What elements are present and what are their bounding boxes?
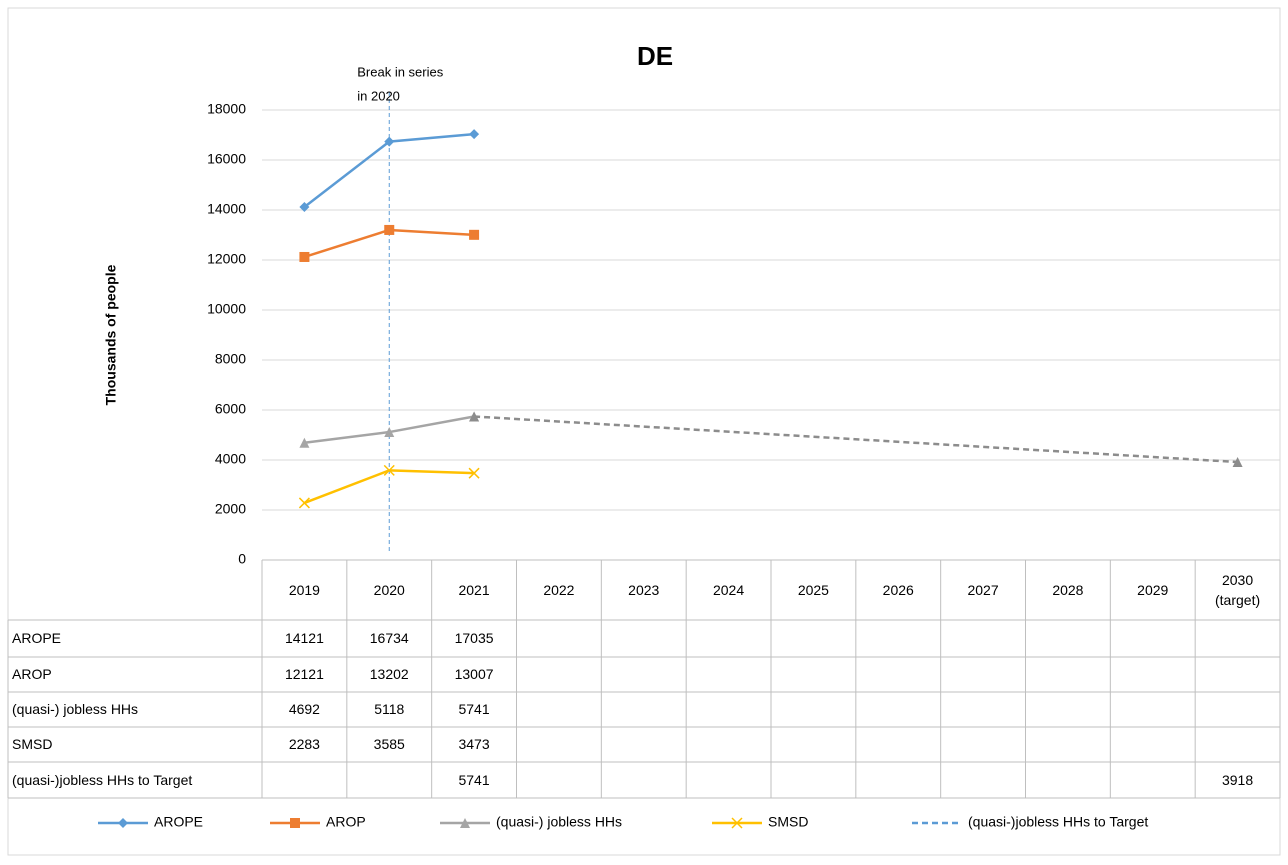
table-row-label: (quasi-) jobless HHs xyxy=(12,701,139,718)
y-tick-label: 8000 xyxy=(215,351,246,367)
table-row-label: AROP xyxy=(12,666,52,683)
x-tick-label: 2020 xyxy=(373,581,405,598)
legend-marker xyxy=(290,818,300,828)
table-value: 2283 xyxy=(288,736,320,753)
x-tick-label: 2021 xyxy=(458,581,490,598)
x-tick-label: 2028 xyxy=(1052,581,1084,598)
point xyxy=(299,437,310,448)
table-value: 17035 xyxy=(454,630,494,647)
table-value: 3473 xyxy=(458,736,490,753)
x-tick-label: 2022 xyxy=(543,581,575,598)
x-tick-label: 2019 xyxy=(288,581,320,598)
point xyxy=(1232,457,1243,468)
legend-label: AROPE xyxy=(154,814,203,830)
table-row-label: AROPE xyxy=(12,630,62,647)
y-tick-label: 4000 xyxy=(215,451,246,467)
chart-title: DE xyxy=(637,41,673,71)
x-tick-label: 2024 xyxy=(712,581,745,598)
table-value: 13007 xyxy=(454,666,494,683)
point xyxy=(384,136,395,147)
table-value: 12121 xyxy=(284,666,324,683)
point xyxy=(384,224,395,235)
point xyxy=(469,411,480,422)
x-tick-label: 2029 xyxy=(1137,581,1169,598)
x-tick-label: 2025 xyxy=(797,581,829,598)
point xyxy=(468,467,480,479)
table-value: 16734 xyxy=(369,630,409,647)
legend-marker xyxy=(118,818,128,828)
chart-border xyxy=(7,7,1281,856)
x-tick-label: 2030 (target) xyxy=(1215,571,1261,608)
point xyxy=(298,497,310,509)
point xyxy=(299,251,310,262)
y-tick-label: 18000 xyxy=(207,101,246,117)
annotation: Break in series xyxy=(357,64,443,79)
legend-marker xyxy=(460,818,470,828)
x-tick-label: 2023 xyxy=(628,581,660,598)
legend-label: (quasi-) jobless HHs xyxy=(496,814,622,830)
y-tick-label: 16000 xyxy=(207,151,246,167)
point xyxy=(384,427,395,438)
series-line xyxy=(474,415,1238,464)
y-tick-label: 12000 xyxy=(207,251,246,267)
y-axis-label: Thousands of people xyxy=(103,264,119,405)
table-value: 5741 xyxy=(458,771,490,788)
legend-marker xyxy=(731,817,743,829)
table-value: 13202 xyxy=(369,666,409,683)
y-tick-label: 6000 xyxy=(215,401,246,417)
table-value: 3585 xyxy=(373,736,405,753)
point xyxy=(299,201,310,212)
table-row-label: SMSD xyxy=(12,736,53,753)
point xyxy=(469,129,480,140)
table-value: 5118 xyxy=(374,701,405,718)
x-tick-label: 2026 xyxy=(882,581,914,598)
legend-label: SMSD xyxy=(768,814,808,830)
legend-label: (quasi-)jobless HHs to Target xyxy=(968,814,1148,830)
point xyxy=(383,464,395,476)
y-tick-label: 0 xyxy=(238,551,246,567)
y-tick-label: 10000 xyxy=(207,301,246,317)
table-value: 14121 xyxy=(284,630,324,647)
table-value: 4692 xyxy=(288,701,320,718)
table-row-label: (quasi-)jobless HHs to Target xyxy=(12,771,193,788)
point xyxy=(469,229,480,240)
x-tick-label: 2027 xyxy=(967,581,999,598)
table-value: 3918 xyxy=(1221,771,1254,788)
table-value: 5741 xyxy=(458,701,490,718)
y-tick-label: 14000 xyxy=(207,201,246,217)
y-tick-label: 2000 xyxy=(215,501,246,517)
legend-label: AROP xyxy=(326,814,366,830)
annotation: in 2020 xyxy=(357,88,400,103)
